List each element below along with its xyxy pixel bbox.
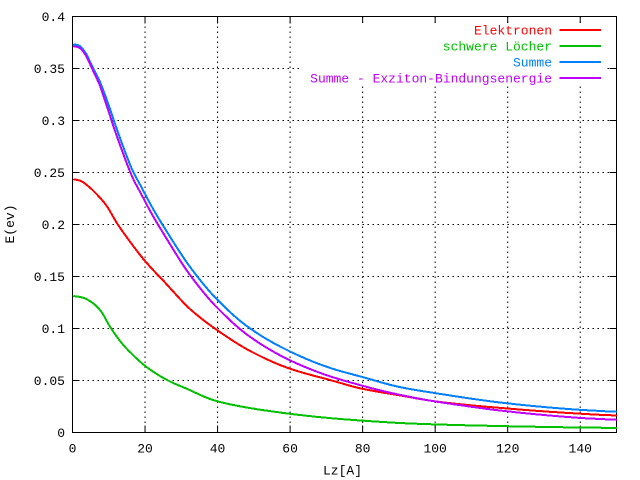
svg-text:0: 0: [57, 426, 65, 441]
svg-text:0.15: 0.15: [34, 270, 65, 285]
svg-text:Summe: Summe: [513, 56, 552, 71]
svg-text:80: 80: [355, 442, 371, 457]
svg-text:Lz[A]: Lz[A]: [323, 464, 362, 479]
svg-text:0.35: 0.35: [34, 62, 65, 77]
svg-text:20: 20: [137, 442, 153, 457]
svg-text:140: 140: [569, 442, 592, 457]
svg-text:0.25: 0.25: [34, 166, 65, 181]
svg-text:40: 40: [210, 442, 226, 457]
svg-text:schwere Löcher: schwere Löcher: [443, 40, 552, 55]
svg-text:120: 120: [496, 442, 519, 457]
svg-text:0.4: 0.4: [42, 10, 66, 25]
svg-text:0.3: 0.3: [42, 114, 65, 129]
svg-text:0.1: 0.1: [42, 322, 66, 337]
svg-text:60: 60: [282, 442, 298, 457]
svg-text:0.2: 0.2: [42, 218, 65, 233]
svg-text:Summe - Exziton-Bindungsenergi: Summe - Exziton-Bindungsenergie: [310, 72, 552, 87]
svg-text:0: 0: [69, 442, 77, 457]
svg-text:Elektronen: Elektronen: [474, 24, 552, 39]
svg-text:100: 100: [423, 442, 446, 457]
svg-text:0.05: 0.05: [34, 374, 65, 389]
svg-text:E(ev): E(ev): [3, 204, 18, 243]
